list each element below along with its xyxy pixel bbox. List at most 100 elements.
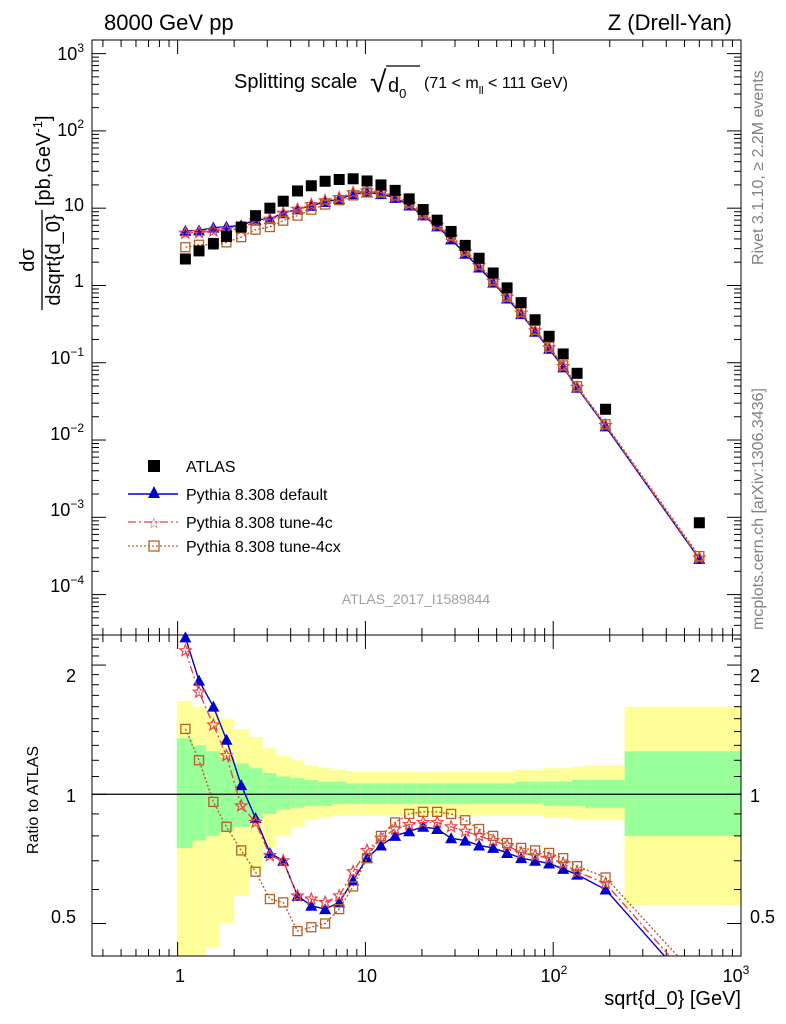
data-point-28: [571, 367, 583, 379]
band-inner-7: [276, 776, 291, 810]
series-0-ratio-marker-21: [473, 839, 486, 851]
band-inner-12: [346, 783, 361, 804]
side-label-mcplots: mcplots.cern.ch [arXiv:1306.3436]: [750, 388, 767, 630]
series-1-ratio-marker-20: [457, 823, 473, 838]
y-label-numerator: dσ: [17, 248, 39, 272]
band-inner-28: [571, 779, 586, 806]
plot-title: Splitting scale √ d0 (71 < mll < 111 GeV…: [234, 65, 568, 101]
series-2-ratio-marker-1: [193, 755, 205, 766]
data-point-15: [389, 184, 401, 196]
ratio-tick-label-05-left: 0.5: [51, 907, 76, 927]
band-inner-1: [192, 745, 207, 841]
band-inner-15: [388, 783, 403, 804]
legend-entry-tune4c: ☆ Pythia 8.308 tune-4c: [128, 515, 333, 532]
series-2-main-marker-13: [361, 187, 373, 198]
series-1-main-marker-9: [304, 196, 319, 211]
series-0-main-marker-2: [207, 221, 220, 233]
series-1-ratio-marker-7: [275, 853, 291, 867]
series-2-ratio-marker-14: [375, 830, 387, 842]
legend-label-default: Pythia 8.308 default: [186, 487, 328, 504]
x-tick-label-100: 102: [541, 963, 568, 986]
band-inner-4: [234, 763, 250, 827]
band-inner-18: [430, 783, 445, 804]
series-2-ratio-marker-22: [488, 830, 499, 842]
y-label-unit-exp: -1: [30, 121, 45, 133]
series-0-ratio-marker-24: [515, 852, 528, 864]
series-1-ratio-marker-1: [191, 684, 207, 699]
legend-label-atlas: ATLAS: [186, 459, 236, 476]
x-tick-label-1000: 103: [723, 963, 750, 986]
band-inner-8: [290, 778, 305, 808]
series-0-ratio-marker-18: [431, 823, 444, 835]
series-1-main-marker-2: [206, 223, 221, 238]
series-2-main-marker-25: [529, 324, 541, 336]
plot-title-d-sub: 0: [399, 86, 406, 101]
series-2-main-marker-4: [236, 231, 247, 243]
series-2-ratio-marker-12: [347, 881, 359, 892]
series-2-ratio-marker-11: [334, 903, 345, 915]
data-point-18: [431, 214, 443, 226]
series-0-ratio-marker-22: [487, 841, 500, 853]
x-tick-labels: 1 10 102 103: [175, 963, 750, 986]
data-point-26: [543, 330, 555, 342]
band-inner-16: [402, 783, 417, 804]
band-inner-0: [176, 738, 193, 848]
legend-entry-default: Pythia 8.308 default: [128, 486, 328, 504]
ratio-tick-label-2-right: 2: [750, 666, 760, 686]
data-point-9: [305, 180, 317, 192]
series-0-ratio-marker-26: [543, 857, 556, 869]
side-label-rivet: Rivet 3.1.10, ≥ 2.2M events: [750, 70, 767, 265]
x-tick-label-10: 10: [357, 966, 377, 986]
series-1-ratio-marker-9: [304, 891, 319, 906]
band-inner-24: [515, 781, 530, 804]
y-tick-label-1e2: 102: [57, 117, 84, 140]
series-2-ratio-marker-16: [404, 808, 415, 820]
series-1-ratio-marker-19: [443, 819, 459, 833]
series-1-ratio-marker-12: [345, 864, 361, 878]
svg-text:[pb,GeV-1]: [pb,GeV-1]: [30, 115, 55, 206]
plot-title-root-symbol: √: [370, 66, 387, 99]
band-inner-20: [458, 783, 473, 804]
band-inner-14: [374, 783, 389, 804]
plot-title-range-sub: ll: [479, 85, 484, 97]
legend-marker-default: [148, 486, 160, 498]
series-1-ratio-marker-0: [178, 643, 193, 657]
data-point-12: [347, 173, 359, 185]
series-0-ratio-marker-16: [403, 825, 416, 837]
series-1-ratio-marker-18: [429, 814, 445, 829]
band-inner-25: [529, 781, 544, 804]
ratio-tick-labels: 2 1 0.5 2 1 0.5: [51, 666, 775, 927]
series-2-ratio-marker-8: [292, 925, 303, 937]
data-point-11: [333, 173, 345, 185]
data-point-16: [403, 193, 415, 205]
series-0-ratio-marker-15: [389, 829, 402, 841]
data-point-19: [445, 225, 457, 237]
header-left: 8000 GeV pp: [104, 10, 234, 35]
data-point-22: [487, 267, 499, 279]
data-point-27: [557, 348, 569, 360]
series-0-ratio-marker-13: [361, 852, 374, 864]
band-inner-30: [624, 751, 741, 836]
series-1-ratio-marker-11: [331, 888, 347, 903]
legend-marker-atlas: [148, 460, 160, 472]
plot-title-range-post: < 111 GeV): [484, 75, 568, 92]
ratio-tick-label-1-right: 1: [750, 786, 760, 806]
plot-title-main: Splitting scale: [234, 71, 357, 93]
y-tick-label-1e-1: 10−1: [50, 345, 84, 368]
series-2-ratio-marker-13: [361, 852, 373, 864]
series-1-ratio-marker-4: [233, 798, 249, 813]
legend: ATLAS Pythia 8.308 default ☆ Pythia 8.30…: [128, 459, 341, 556]
series-2-ratio-marker-3: [221, 821, 232, 832]
series-2-main-marker-11: [334, 195, 345, 206]
series-2-ratio-marker-18: [432, 806, 443, 818]
series-1-ratio-marker-16: [401, 816, 417, 831]
series-0-ratio-marker-10: [319, 903, 332, 915]
series-0-ratio-marker-25: [529, 854, 542, 866]
series-ratio-line-1: [184, 650, 670, 957]
series-2-ratio-marker-10: [319, 918, 331, 929]
data-point-6: [264, 202, 276, 214]
data-point-8: [292, 185, 304, 197]
band-inner-2: [206, 751, 220, 836]
ratio-tick-label-1-left: 1: [66, 786, 76, 806]
